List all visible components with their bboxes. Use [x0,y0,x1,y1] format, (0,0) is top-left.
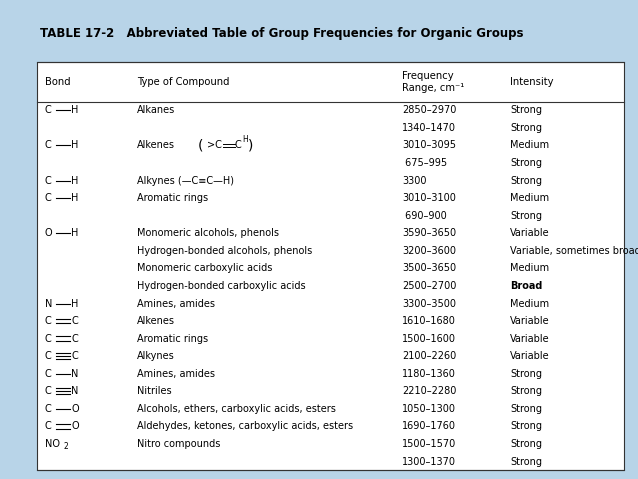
Text: Alkynes (—C≡C—H): Alkynes (—C≡C—H) [137,176,234,185]
Text: C: C [45,422,52,432]
Text: 1690–1760: 1690–1760 [402,422,456,432]
Text: 1050–1300: 1050–1300 [402,404,456,414]
Text: N: N [71,387,79,396]
Text: O: O [45,228,52,238]
Text: 1610–1680: 1610–1680 [402,316,456,326]
Text: Monomeric carboxylic acids: Monomeric carboxylic acids [137,263,272,274]
Text: 690–900: 690–900 [402,211,447,221]
Text: Broad: Broad [510,281,543,291]
Text: Nitriles: Nitriles [137,387,172,396]
Text: 1500–1570: 1500–1570 [402,439,456,449]
Text: Strong: Strong [510,456,542,467]
Text: Monomeric alcohols, phenols: Monomeric alcohols, phenols [137,228,279,238]
Text: TABLE 17-2   Abbreviated Table of Group Frequencies for Organic Groups: TABLE 17-2 Abbreviated Table of Group Fr… [40,27,524,40]
Text: Strong: Strong [510,123,542,133]
Text: 3010–3100: 3010–3100 [402,193,456,203]
Text: Alkynes: Alkynes [137,351,175,361]
Text: C: C [45,176,52,185]
Text: ): ) [248,138,253,152]
Text: 3500–3650: 3500–3650 [402,263,456,274]
Text: Medium: Medium [510,193,549,203]
Text: Alcohols, ethers, carboxylic acids, esters: Alcohols, ethers, carboxylic acids, este… [137,404,336,414]
Text: Alkenes: Alkenes [137,316,175,326]
Bar [37,62,624,470]
Text: 2100–2260: 2100–2260 [402,351,456,361]
Text: 3010–3095: 3010–3095 [402,140,456,150]
Text: Variable: Variable [510,316,550,326]
Text: C: C [45,404,52,414]
Text: Variable: Variable [510,351,550,361]
Text: Strong: Strong [510,105,542,115]
Text: H: H [71,298,79,308]
Text: N: N [71,369,79,379]
Text: C: C [45,140,52,150]
Text: Strong: Strong [510,369,542,379]
Text: Medium: Medium [510,298,549,308]
Text: C: C [45,105,52,115]
Text: Strong: Strong [510,211,542,221]
Text: 1500–1600: 1500–1600 [402,334,456,343]
Text: NO: NO [45,439,60,449]
Text: H: H [242,135,248,144]
Text: 3300–3500: 3300–3500 [402,298,456,308]
Text: C: C [45,193,52,203]
Text: Medium: Medium [510,263,549,274]
Text: Type of Compound: Type of Compound [137,77,230,87]
Text: Intensity: Intensity [510,77,554,87]
Text: Hydrogen-bonded alcohols, phenols: Hydrogen-bonded alcohols, phenols [137,246,313,256]
Text: Aldehydes, ketones, carboxylic acids, esters: Aldehydes, ketones, carboxylic acids, es… [137,422,353,432]
Text: H: H [71,140,79,150]
Text: Bond: Bond [45,77,70,87]
Text: Strong: Strong [510,439,542,449]
Text: 3300: 3300 [402,176,426,185]
Text: C: C [71,351,78,361]
Text: Amines, amides: Amines, amides [137,298,215,308]
Text: Strong: Strong [510,176,542,185]
Text: C: C [235,140,242,150]
Text: 1340–1470: 1340–1470 [402,123,456,133]
Text: C: C [45,351,52,361]
Text: >C: >C [207,140,222,150]
Text: N: N [45,298,52,308]
Text: Strong: Strong [510,387,542,396]
Text: C: C [71,316,78,326]
Text: 2850–2970: 2850–2970 [402,105,456,115]
Text: Variable: Variable [510,334,550,343]
Text: Variable: Variable [510,228,550,238]
Text: Strong: Strong [510,404,542,414]
Text: Medium: Medium [510,140,549,150]
Text: C: C [45,316,52,326]
Text: Alkanes: Alkanes [137,105,175,115]
Text: 1180–1360: 1180–1360 [402,369,456,379]
Text: (: ( [198,138,204,152]
Text: Hydrogen-bonded carboxylic acids: Hydrogen-bonded carboxylic acids [137,281,306,291]
Text: Aromatic rings: Aromatic rings [137,193,208,203]
Text: O: O [71,404,79,414]
Text: Amines, amides: Amines, amides [137,369,215,379]
Text: Frequency: Frequency [402,71,454,81]
Text: C: C [45,369,52,379]
Text: 2: 2 [64,443,68,451]
Text: H: H [71,193,79,203]
Text: Strong: Strong [510,158,542,168]
Text: Variable, sometimes broad: Variable, sometimes broad [510,246,638,256]
Text: 675–995: 675–995 [402,158,447,168]
Text: Aromatic rings: Aromatic rings [137,334,208,343]
Text: C: C [45,334,52,343]
Text: C: C [45,387,52,396]
Text: Nitro compounds: Nitro compounds [137,439,221,449]
Text: 2210–2280: 2210–2280 [402,387,456,396]
Text: O: O [71,422,79,432]
Text: Range, cm⁻¹: Range, cm⁻¹ [402,83,464,92]
Text: H: H [71,105,79,115]
Text: Strong: Strong [510,422,542,432]
Text: C: C [71,334,78,343]
Text: Alkenes: Alkenes [137,140,175,150]
Text: 3590–3650: 3590–3650 [402,228,456,238]
Text: H: H [71,228,79,238]
Text: 3200–3600: 3200–3600 [402,246,456,256]
Text: H: H [71,176,79,185]
Text: 1300–1370: 1300–1370 [402,456,456,467]
Text: 2500–2700: 2500–2700 [402,281,456,291]
